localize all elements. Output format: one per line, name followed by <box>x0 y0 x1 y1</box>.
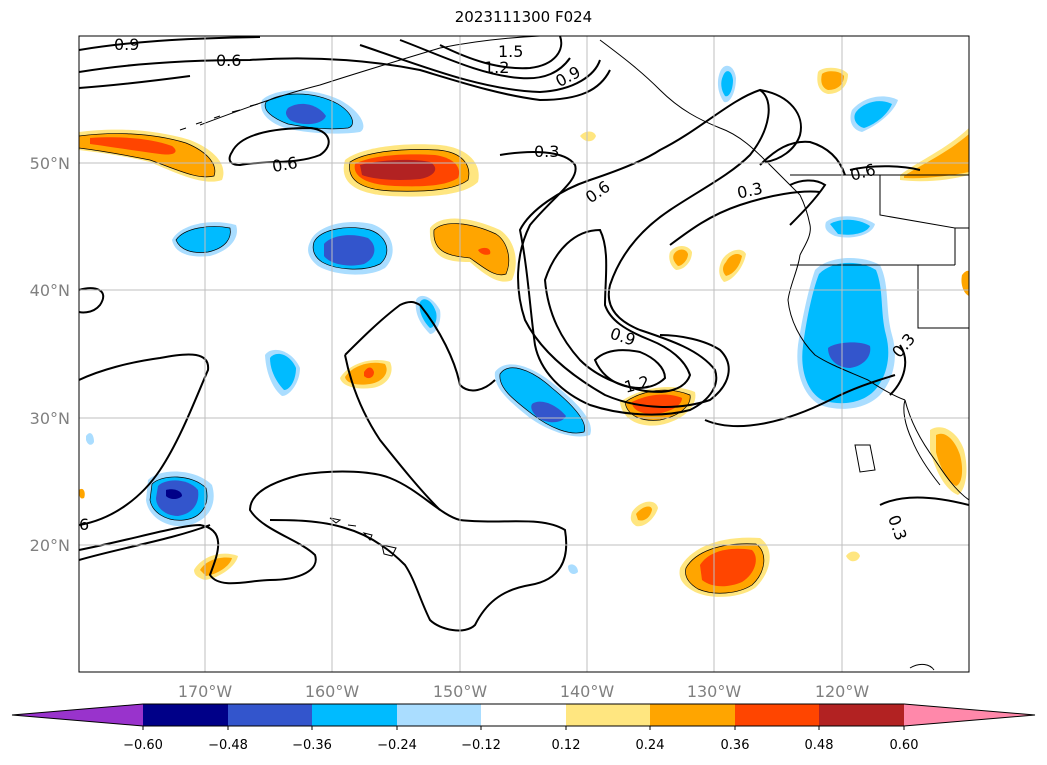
bc-coast <box>799 194 811 256</box>
positive-anomaly-central-north <box>343 144 479 197</box>
map-title: 2023111300 F024 <box>454 8 593 26</box>
colorbar-segment <box>735 704 819 726</box>
colorbar-label: 0.36 <box>721 738 750 753</box>
bottom-coast <box>909 663 935 671</box>
lat-tick-label: 30°N <box>30 409 70 428</box>
colorbar-label: 0.24 <box>636 738 665 753</box>
lon-tick-label: 170°W <box>178 682 233 701</box>
aleutians <box>179 103 259 131</box>
lon-tick-label: 130°W <box>687 682 742 701</box>
colorbar-segment <box>819 704 904 726</box>
alaska-coast <box>199 36 541 126</box>
colorbar-label: 0.12 <box>552 738 581 753</box>
lat-tick-label: 50°N <box>30 154 70 173</box>
plot-frame <box>78 35 970 673</box>
contour-label: 0.3 <box>735 179 764 203</box>
colorbar-segment <box>312 704 397 726</box>
alaska-panhandle <box>599 39 801 196</box>
colorbar-extend-min <box>12 704 143 726</box>
lon-tick-label: 160°W <box>305 682 360 701</box>
contour-southeast-0.3 <box>704 374 896 428</box>
contour-main-1.2 <box>593 349 667 389</box>
colorbar-segment <box>397 704 481 726</box>
negative-anomaly-small-north <box>86 65 898 574</box>
contour-label: 1.2 <box>484 58 509 77</box>
contour-ca-0.3 <box>889 344 907 396</box>
contour-canada-0.3 <box>669 190 821 246</box>
negative-anomaly-north <box>261 90 364 134</box>
baja-west <box>903 399 941 486</box>
negative-anomaly-california <box>797 216 895 409</box>
lat-tick-labels: 50°N 40°N 30°N 20°N <box>30 154 70 555</box>
hawaii-1 <box>381 544 397 557</box>
contour-west-top <box>79 75 191 89</box>
contour-north-0.9 <box>79 36 261 51</box>
guadalupe-island <box>854 444 876 473</box>
contour-lines <box>79 36 969 632</box>
contour-loop-0.6 <box>228 126 330 167</box>
contour-label: 0.9 <box>114 35 139 54</box>
lon-tick-label: 150°W <box>433 682 488 701</box>
lat-tick-label: 40°N <box>30 281 70 300</box>
negative-anomaly-west-south <box>146 471 214 527</box>
lon-tick-labels: 170°W 160°W 150°W 140°W 130°W 120°W <box>178 682 870 701</box>
us-west-coast <box>787 254 906 401</box>
positive-anomaly-west-coast-north <box>79 129 224 182</box>
contour-label: 0.6 <box>271 153 299 176</box>
contour-label: 0.3 <box>534 142 559 161</box>
contour-north-0.6 <box>79 57 611 102</box>
contour-label: 1.5 <box>498 42 523 61</box>
contour-southwest <box>79 524 211 561</box>
contour-main-0.3 <box>499 151 730 408</box>
contour-1.5 <box>439 36 563 70</box>
colorbar-label: 0.60 <box>890 738 919 753</box>
anomaly-shading <box>79 65 969 597</box>
baja-coast <box>904 399 969 501</box>
contour-east-0.6 <box>849 165 921 171</box>
colorbar-label: −0.36 <box>292 738 332 753</box>
positive-anomaly-mid-pacific <box>429 218 516 282</box>
colorbar-label: 0.48 <box>805 738 834 753</box>
colorbar-label: −0.48 <box>208 738 248 753</box>
contour-west-0.3 <box>789 179 827 226</box>
colorbar-extend-max <box>904 704 1035 726</box>
state-border-3 <box>917 265 969 329</box>
contour-ca-big <box>759 89 802 163</box>
hawaii-4 <box>329 517 342 524</box>
colorbar-segment <box>143 704 228 726</box>
colorbar-ticks <box>142 726 905 730</box>
colorbar-label: −0.24 <box>377 738 417 753</box>
lon-tick-label: 120°W <box>815 682 870 701</box>
colorbar: −0.60 −0.48 −0.36 −0.24 −0.12 0.12 0.24 … <box>11 703 1036 753</box>
hawaii-3 <box>347 524 357 527</box>
contour-big-0.3 <box>79 287 568 632</box>
shading-outlines <box>79 93 765 594</box>
contour-left-mid-2 <box>344 301 421 356</box>
contour-1.2 <box>399 39 571 80</box>
contour-main-0.9 <box>543 228 692 393</box>
contour-label: 6 <box>79 515 89 534</box>
colorbar-label: −0.12 <box>461 738 501 753</box>
contour-left-mid-3 <box>344 354 441 511</box>
positive-anomaly-small-subtropics <box>340 359 392 389</box>
colorbar-segment <box>481 704 566 726</box>
colorbar-label: −0.60 <box>123 738 163 753</box>
contour-baja-0.3 <box>879 496 969 506</box>
state-border-1 <box>879 175 956 265</box>
lat-tick-label: 20°N <box>30 536 70 555</box>
gridlines <box>79 36 969 672</box>
contour-label: 0.6 <box>216 51 241 70</box>
colorbar-segment <box>566 704 650 726</box>
colorbar-segment <box>650 704 735 726</box>
lon-tick-label: 140°W <box>560 682 615 701</box>
colorbar-segment <box>228 704 312 726</box>
coastlines <box>179 36 969 671</box>
